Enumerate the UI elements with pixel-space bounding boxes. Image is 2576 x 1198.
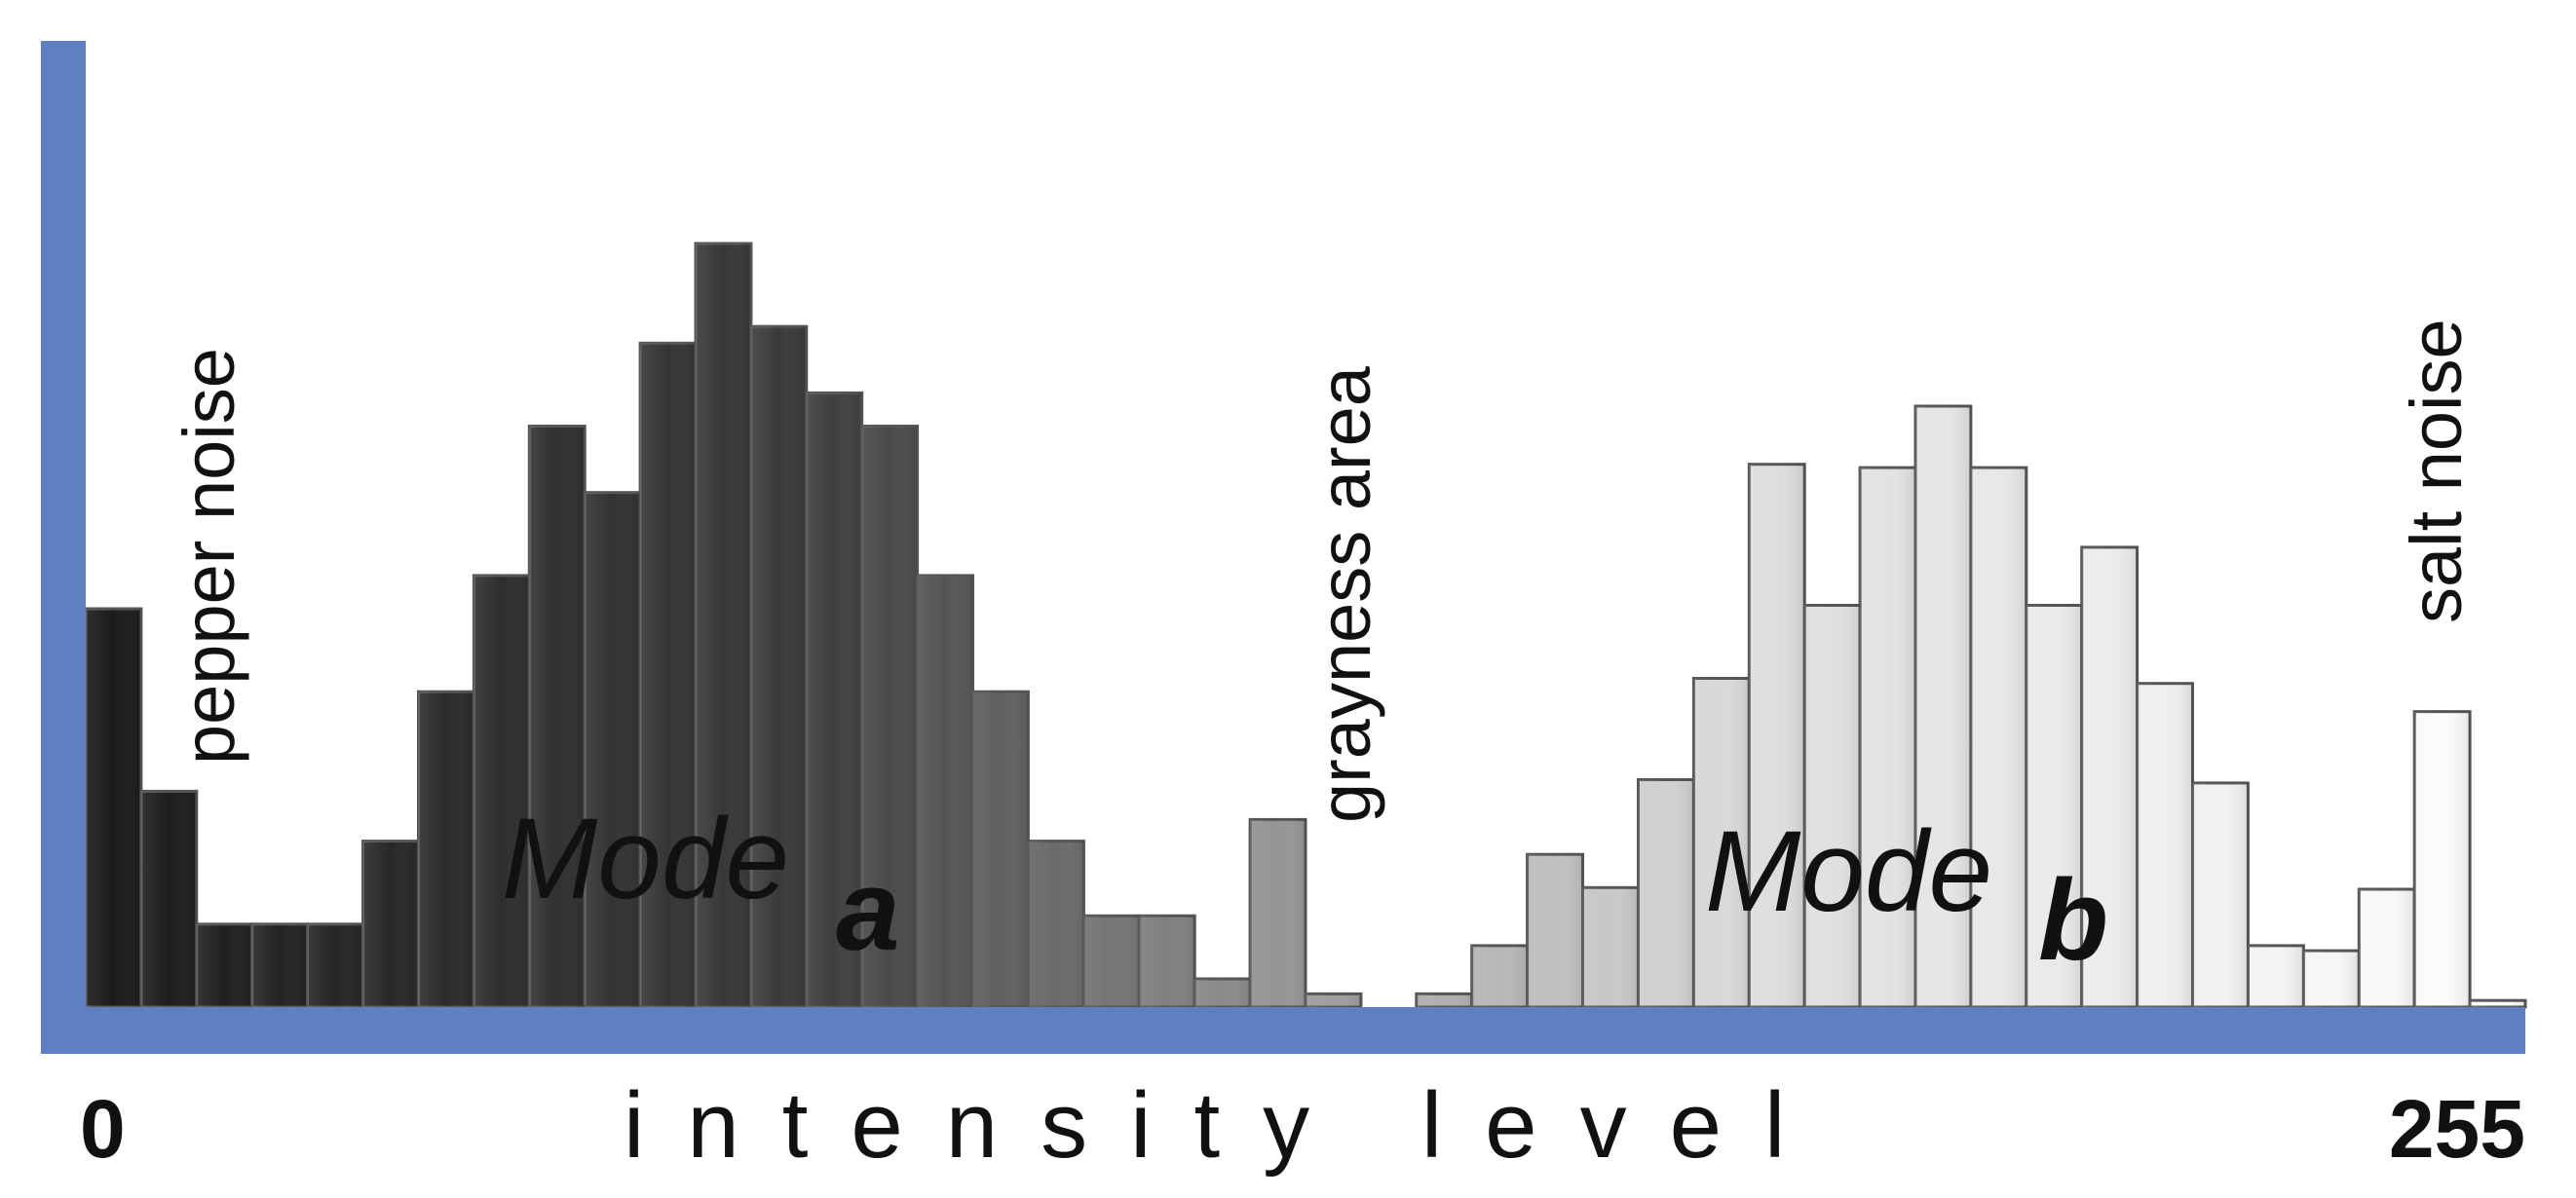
mode-b-label: Mode [1705, 807, 1992, 936]
histogram-bar-shading [1250, 819, 1306, 1007]
histogram-bar-shading [2137, 683, 2193, 1007]
x-tick-label-max: 255 [2389, 1083, 2525, 1175]
histogram-bar-shading [640, 343, 696, 1007]
salt-noise-label: salt noise [2396, 318, 2477, 623]
histogram-bar-shading [2026, 605, 2082, 1007]
histogram-bar-shading [585, 492, 641, 1007]
histogram-bar-shading [307, 923, 363, 1007]
histogram-bar-shading [1194, 979, 1251, 1007]
histogram-bar-shading [1139, 916, 1195, 1007]
histogram-bar-shading [1860, 468, 1915, 1008]
histogram-bar-shading [1471, 945, 1528, 1007]
y-axis-line [41, 41, 86, 1054]
histogram-bar-shading [1693, 678, 1750, 1007]
histogram-bars [84, 242, 2527, 1009]
histogram-bar-shading [251, 923, 308, 1007]
mode-b-subscript: b [2038, 856, 2108, 985]
histogram-bar-shading [474, 575, 530, 1007]
x-tick-label-min: 0 [80, 1083, 126, 1175]
histogram-bar-shading [2414, 711, 2471, 1007]
histogram-bar-shading [1527, 854, 1583, 1007]
histogram-bar-shading [2303, 951, 2360, 1007]
mode-a-subscript: a [836, 846, 900, 975]
histogram-bar-shading [1582, 887, 1639, 1007]
histogram-bar-shading [86, 609, 141, 1007]
histogram-bar-shading [196, 923, 252, 1007]
histogram-bar-shading [2081, 546, 2138, 1007]
histogram-bar-shading [2248, 945, 2304, 1007]
grayness-area-label: grayness area [1305, 365, 1385, 823]
histogram-bar-shading [1028, 841, 1084, 1007]
x-axis-label: intensity level [624, 1073, 1828, 1178]
histogram-bar-shading [2359, 889, 2415, 1007]
histogram-bar-shading [1749, 464, 1805, 1007]
histogram-bar-shading [750, 326, 807, 1007]
histogram-bar-shading [1970, 468, 2027, 1008]
histogram-bar-shading [861, 426, 918, 1007]
histogram-bar-shading [362, 841, 419, 1007]
histogram-bar-shading [1638, 779, 1694, 1007]
histogram-bar-shading [140, 791, 197, 1007]
mode-a-label: Mode [502, 795, 789, 923]
pepper-noise-label: pepper noise [169, 348, 249, 765]
histogram-bar-shading [529, 426, 586, 1007]
histogram-bar-shading [972, 692, 1029, 1007]
histogram-bar-shading [1416, 993, 1472, 1007]
histogram-bar-shading [418, 692, 474, 1007]
histogram-bar-shading [2470, 1000, 2525, 1007]
histogram-bar-shading [917, 575, 973, 1007]
histogram-bar-shading [1804, 605, 1861, 1007]
histogram-bar-shading [696, 243, 751, 1007]
histogram-bar-shading [2192, 782, 2249, 1007]
x-axis-line [41, 1007, 2525, 1054]
histogram-bar-shading [1915, 406, 1971, 1007]
histogram-bar-shading [1306, 993, 1361, 1007]
histogram-bar-shading [1083, 916, 1140, 1007]
histogram-bar-shading [806, 393, 862, 1007]
